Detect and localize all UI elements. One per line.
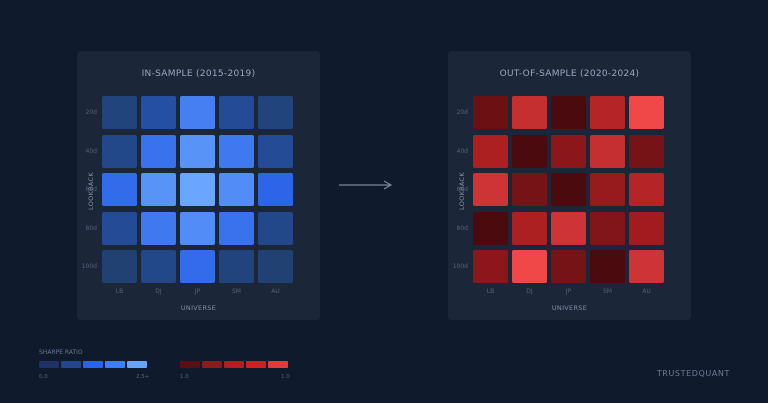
heatmap-cell [629, 96, 664, 129]
legend-red-swatch [224, 361, 244, 368]
heatmap-cell [629, 211, 664, 245]
x-tick-label: DJ [155, 288, 162, 295]
heatmap-cell [180, 173, 215, 206]
y-tick-label: 20d [456, 109, 468, 116]
legend-blue-swatch [105, 361, 125, 368]
heatmap-cell [590, 250, 625, 283]
heatmap-cell [102, 134, 137, 168]
y-tick-label: 20d [85, 109, 97, 116]
x-tick-label: JP [565, 288, 572, 295]
legend-blue-swatch [83, 361, 103, 368]
x-tick-label: AU [271, 288, 280, 295]
heatmap-cell [219, 173, 254, 206]
y-tick-label: 40d [456, 147, 468, 155]
heatmap-cell [258, 173, 293, 206]
x-tick-label: AU [642, 288, 651, 295]
heatmap-cell [102, 96, 137, 129]
heatmap-cell [219, 134, 254, 168]
x-tick-label: LB [486, 288, 495, 295]
heatmap-cell [180, 211, 215, 245]
heatmap-cell [102, 173, 137, 206]
out-of-sample-title: OUT-OF-SAMPLE (2020-2024) [499, 69, 640, 79]
heatmap-cell [512, 134, 547, 168]
legend-red-min-label: 1.0 [180, 374, 189, 380]
heatmap-cell [219, 211, 254, 245]
heatmap-cell [258, 250, 293, 283]
in-sample-panel: IN-SAMPLE (2015-2019) LOOKBACK UNIVERSE … [77, 51, 320, 320]
heatmap-cell [102, 250, 137, 283]
y-tick-label: 80d [456, 224, 468, 232]
in-sample-title: IN-SAMPLE (2015-2019) [141, 69, 256, 79]
heatmap-cell [629, 134, 664, 168]
heatmap-cell [551, 250, 586, 283]
heatmap-cell [551, 134, 586, 168]
y-tick-label: 60d [85, 186, 97, 193]
heatmap-cell [258, 211, 293, 245]
heatmap-cell [590, 134, 625, 168]
out-of-sample-panel: OUT-OF-SAMPLE (2020-2024) LOOKBACK UNIVE… [448, 51, 691, 320]
heatmap-cell [473, 250, 508, 283]
legend-blue-max-label: 2.5+ [136, 374, 150, 380]
heatmap-cell [512, 96, 547, 129]
legend-red-swatch [268, 361, 288, 368]
heatmap-cell [473, 96, 508, 129]
x-tick-label: JP [194, 288, 201, 295]
heatmap-cell [590, 211, 625, 245]
heatmap-cell [551, 211, 586, 245]
y-tick-label: 100d [452, 263, 468, 270]
x-tick-label: SM [603, 288, 612, 295]
y-tick-label: 60d [456, 186, 468, 193]
heatmap-cell [629, 250, 664, 283]
y-tick-label: 40d [85, 147, 97, 155]
heatmap-cell [141, 173, 176, 206]
heatmap-cell [551, 96, 586, 129]
heatmap-cell [141, 250, 176, 283]
heatmap-cell [512, 250, 547, 283]
heatmap-cell [590, 96, 625, 129]
in-sample-x-axis-label: UNIVERSE [180, 304, 217, 312]
heatmap-cell [141, 211, 176, 245]
heatmap-cell [473, 173, 508, 206]
heatmap-cell [473, 211, 508, 245]
legend-blue-swatch [127, 361, 147, 368]
heatmap-cell [219, 250, 254, 283]
legend-red-max-label: 1.0 [281, 374, 290, 380]
y-tick-label: 100d [81, 263, 97, 270]
legend-blue-min-label: 0.0 [39, 374, 48, 380]
brand-wordmark: TRUSTEDQUANT [656, 369, 730, 378]
y-tick-label: 80d [85, 224, 97, 232]
heatmap-cell [551, 173, 586, 206]
heatmap-cell [512, 211, 547, 245]
heatmap-cell [473, 134, 508, 168]
legend-red-swatch [180, 361, 200, 368]
heatmap-cell [180, 96, 215, 129]
heatmap-cell [512, 173, 547, 206]
heatmap-cell [590, 173, 625, 206]
legend-red-swatch [202, 361, 222, 368]
x-tick-label: SM [232, 288, 241, 295]
x-tick-label: DJ [526, 288, 533, 295]
legend-red-swatch [246, 361, 266, 368]
legend-title: SHARPE RATIO [39, 349, 83, 356]
heatmap-cell [219, 96, 254, 129]
heatmap-cell [258, 134, 293, 168]
heatmap-cell [258, 96, 293, 129]
heatmap-cell [141, 134, 176, 168]
heatmap-cell [102, 211, 137, 245]
arrow-right-icon [339, 180, 393, 190]
heatmap-cell [141, 96, 176, 129]
legend-blue-swatch [39, 361, 59, 368]
heatmap-cell [180, 134, 215, 168]
heatmap-cell [180, 250, 215, 283]
legend-blue-swatch [61, 361, 81, 368]
x-tick-label: LB [115, 288, 124, 295]
out-of-sample-x-axis-label: UNIVERSE [551, 304, 588, 312]
heatmap-cell [629, 173, 664, 206]
